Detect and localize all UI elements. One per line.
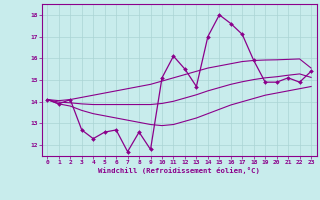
X-axis label: Windchill (Refroidissement éolien,°C): Windchill (Refroidissement éolien,°C) [98,167,260,174]
